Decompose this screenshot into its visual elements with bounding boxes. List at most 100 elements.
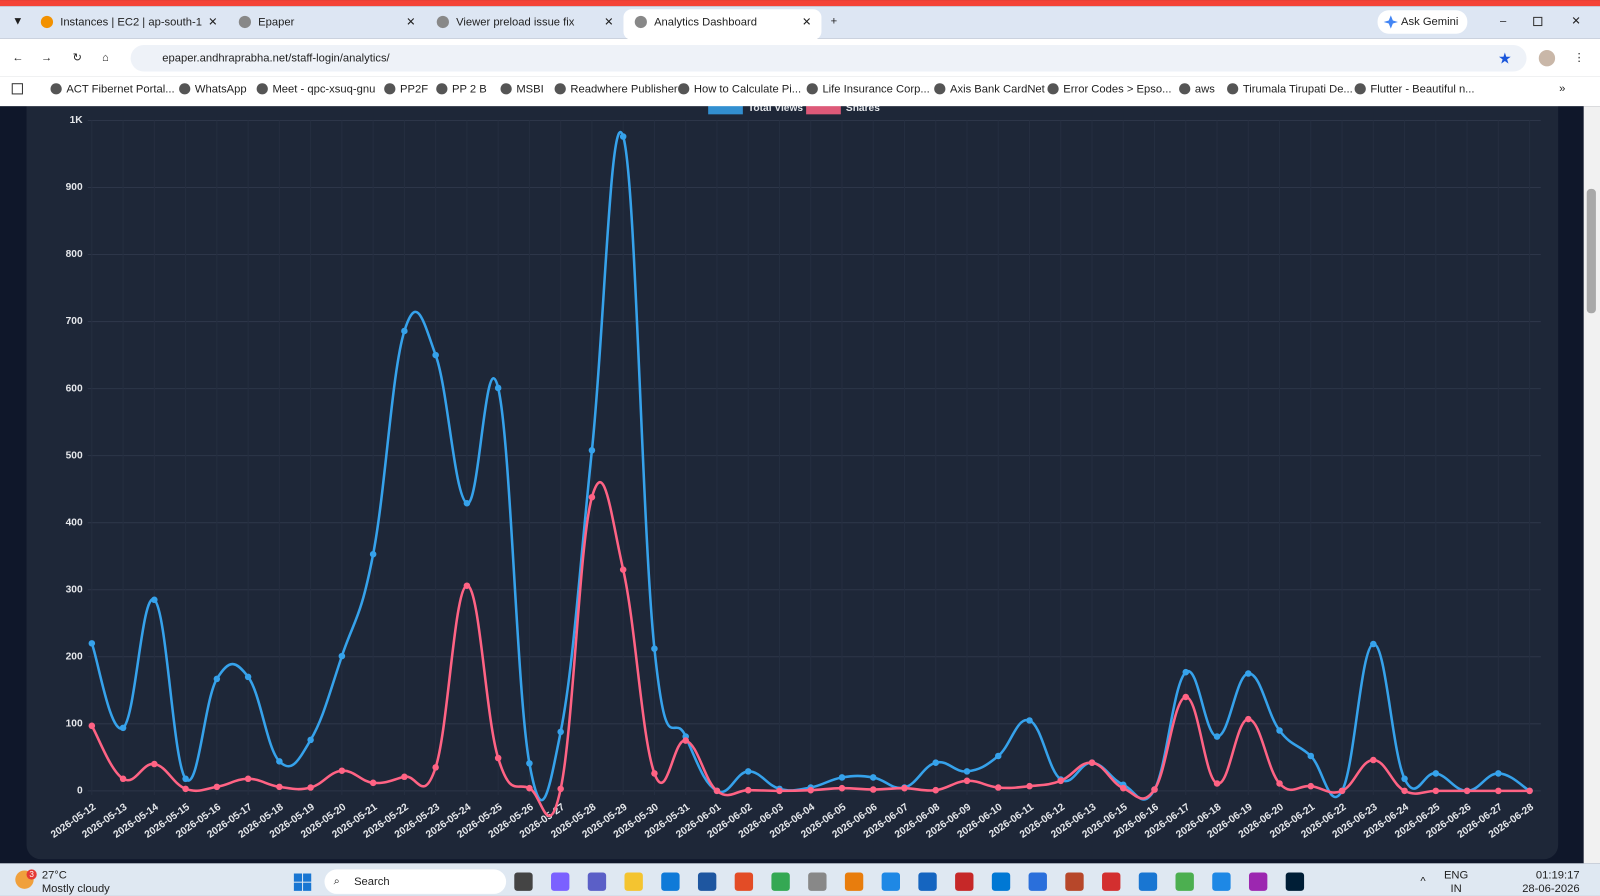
- taskbar-app[interactable]: [1175, 872, 1194, 891]
- data-point[interactable]: [1338, 787, 1346, 795]
- taskbar-app[interactable]: [734, 872, 754, 891]
- clock-date[interactable]: 28-06-2026: [1522, 883, 1579, 895]
- data-point[interactable]: [901, 784, 908, 792]
- minimize[interactable]: –: [1500, 15, 1507, 27]
- data-point[interactable]: [994, 752, 1002, 760]
- data-point[interactable]: [1026, 717, 1033, 724]
- bookmark[interactable]: Meet - qpc-xsuq-gnu: [272, 83, 375, 95]
- data-point[interactable]: [1213, 733, 1221, 740]
- taskbar-app[interactable]: [1285, 872, 1305, 891]
- ask-gemini-button[interactable]: [1377, 10, 1468, 34]
- bookmark[interactable]: How to Calculate Pi...: [694, 83, 801, 95]
- forward-button[interactable]: →: [41, 52, 52, 64]
- data-point[interactable]: [1307, 782, 1315, 790]
- region[interactable]: IN: [1451, 883, 1462, 895]
- taskbar-app[interactable]: [955, 872, 974, 891]
- taskbar-app[interactable]: [918, 872, 937, 891]
- url[interactable]: epaper.andhraprabha.net/staff-login/anal…: [162, 53, 390, 65]
- data-point[interactable]: [151, 596, 158, 604]
- bookmark[interactable]: Axis Bank CardNet: [950, 83, 1046, 95]
- data-point[interactable]: [1276, 780, 1283, 787]
- close-window[interactable]: ✕: [1571, 15, 1580, 27]
- data-point[interactable]: [369, 779, 377, 787]
- data-point[interactable]: [463, 582, 471, 589]
- taskbar-app[interactable]: [697, 872, 717, 891]
- data-point[interactable]: [1526, 787, 1533, 795]
- tab-close[interactable]: ✕: [208, 16, 217, 28]
- bookmark[interactable]: PP 2 B: [452, 83, 487, 95]
- taskbar-app[interactable]: [1138, 872, 1158, 891]
- bookmark[interactable]: Life Insurance Corp...: [822, 83, 929, 95]
- data-point[interactable]: [526, 784, 533, 792]
- data-point[interactable]: [776, 787, 783, 795]
- data-point[interactable]: [932, 786, 940, 794]
- data-point[interactable]: [963, 777, 971, 785]
- bookmark[interactable]: MSBI: [516, 83, 543, 95]
- data-point[interactable]: [838, 774, 846, 781]
- data-point[interactable]: [1151, 786, 1158, 793]
- data-point[interactable]: [557, 785, 564, 793]
- menu-button[interactable]: ⋮: [1573, 52, 1584, 64]
- home-button[interactable]: ⌂: [102, 52, 109, 64]
- data-point[interactable]: [651, 770, 658, 777]
- data-point[interactable]: [1432, 770, 1440, 777]
- data-point[interactable]: [1463, 787, 1471, 795]
- legend-label[interactable]: Total Views: [748, 103, 803, 114]
- data-point[interactable]: [182, 785, 189, 793]
- taskbar-app[interactable]: [624, 872, 643, 891]
- clock-time[interactable]: 01:19:17: [1536, 870, 1580, 882]
- taskbar-app[interactable]: [587, 872, 607, 891]
- data-point[interactable]: [432, 764, 439, 771]
- tab-close[interactable]: ✕: [604, 16, 613, 28]
- taskbar-app[interactable]: [1212, 872, 1231, 891]
- data-point[interactable]: [244, 673, 252, 681]
- address-bar[interactable]: [130, 44, 1527, 72]
- data-point[interactable]: [276, 758, 283, 765]
- data-point[interactable]: [119, 775, 127, 783]
- new-tab[interactable]: +: [831, 15, 838, 27]
- data-point[interactable]: [1213, 780, 1221, 787]
- data-point[interactable]: [619, 133, 627, 140]
- tab-title[interactable]: Instances | EC2 | ap-south-1: [60, 16, 202, 28]
- data-point[interactable]: [369, 550, 377, 558]
- profile-avatar[interactable]: [1538, 50, 1556, 67]
- data-point[interactable]: [744, 786, 752, 794]
- data-point[interactable]: [401, 327, 408, 335]
- data-point[interactable]: [838, 784, 846, 792]
- data-point[interactable]: [682, 737, 689, 744]
- data-point[interactable]: [307, 736, 314, 744]
- data-point[interactable]: [276, 783, 283, 791]
- taskbar-app[interactable]: [1248, 872, 1268, 891]
- bookmark[interactable]: ACT Fibernet Portal...: [66, 83, 174, 95]
- data-point[interactable]: [1401, 787, 1408, 795]
- data-point[interactable]: [588, 493, 596, 501]
- data-point[interactable]: [1401, 775, 1408, 783]
- data-point[interactable]: [1182, 693, 1190, 701]
- data-point[interactable]: [807, 786, 814, 794]
- bookmark-star[interactable]: ★: [1498, 50, 1512, 67]
- data-point[interactable]: [1307, 752, 1315, 760]
- data-point[interactable]: [119, 724, 127, 732]
- data-point[interactable]: [1495, 787, 1502, 795]
- data-point[interactable]: [213, 675, 221, 683]
- data-point[interactable]: [1120, 784, 1127, 792]
- taskbar-app[interactable]: [1028, 872, 1047, 891]
- language[interactable]: ENG: [1444, 870, 1468, 882]
- tab-search[interactable]: ▼: [12, 15, 23, 27]
- data-point[interactable]: [338, 652, 346, 660]
- data-point[interactable]: [1245, 670, 1252, 677]
- data-point[interactable]: [401, 773, 408, 781]
- data-point[interactable]: [932, 759, 940, 766]
- bookmark[interactable]: WhatsApp: [195, 83, 247, 95]
- taskbar-app[interactable]: [661, 872, 680, 891]
- data-point[interactable]: [494, 384, 502, 392]
- taskbar-app[interactable]: [808, 872, 827, 891]
- data-point[interactable]: [151, 760, 158, 768]
- data-point[interactable]: [494, 754, 502, 762]
- data-point[interactable]: [869, 786, 877, 793]
- taskbar-search-label[interactable]: Search: [354, 876, 390, 888]
- data-point[interactable]: [432, 351, 439, 359]
- tab-active[interactable]: [623, 9, 822, 40]
- taskbar-app[interactable]: [1102, 872, 1121, 891]
- taskbar-app[interactable]: [991, 872, 1011, 891]
